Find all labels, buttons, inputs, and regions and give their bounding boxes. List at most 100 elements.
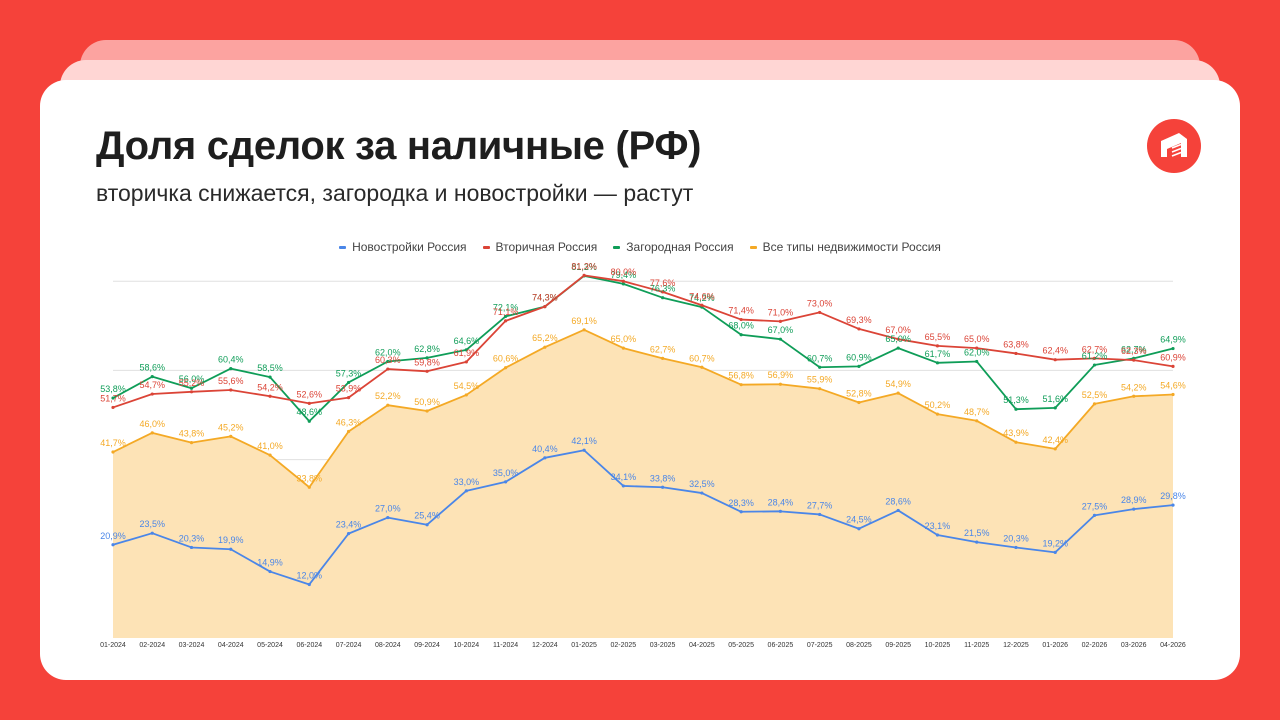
data-label: 53,8% — [100, 384, 126, 394]
data-point — [425, 523, 429, 527]
data-point — [1132, 394, 1136, 398]
data-point — [464, 489, 468, 493]
data-label: 56,8% — [728, 371, 754, 381]
data-label: 71,0% — [768, 307, 794, 317]
data-point — [1092, 356, 1097, 360]
data-label: 67,0% — [885, 325, 911, 335]
data-point — [1092, 363, 1097, 367]
data-label: 58,5% — [257, 363, 283, 373]
data-point — [543, 305, 547, 309]
data-point — [307, 582, 311, 587]
legend-item: Новостройки Россия — [339, 240, 467, 254]
data-point — [150, 531, 154, 535]
data-label: 65,0% — [964, 334, 990, 344]
data-point — [111, 405, 115, 410]
data-point — [975, 540, 979, 544]
data-point — [896, 346, 900, 350]
data-label: 42,1% — [571, 436, 597, 446]
data-point — [425, 356, 429, 360]
data-label: 50,2% — [925, 400, 951, 410]
data-label: 77,6% — [650, 278, 676, 288]
data-label: 55,6% — [218, 376, 244, 386]
data-label: 60,7% — [689, 353, 715, 363]
x-tick-label: 02-2026 — [1082, 642, 1108, 649]
data-label: 34,1% — [611, 472, 637, 482]
data-point — [661, 485, 665, 489]
data-point — [189, 545, 194, 550]
data-point — [778, 382, 783, 386]
data-point — [621, 346, 625, 350]
data-label: 40,4% — [532, 444, 558, 454]
data-point — [975, 359, 979, 364]
x-tick-label: 03-2024 — [179, 642, 205, 649]
data-label: 80,0% — [611, 267, 637, 277]
data-label: 56,0% — [179, 374, 205, 384]
data-point — [189, 390, 194, 394]
data-point — [503, 480, 508, 484]
data-label: 64,6% — [454, 336, 480, 346]
data-point — [150, 375, 154, 379]
data-label: 65,0% — [885, 334, 911, 344]
data-label: 62,8% — [414, 344, 440, 354]
data-label: 24,5% — [846, 515, 872, 525]
x-tick-label: 06-2024 — [296, 642, 322, 649]
data-label: 53,9% — [336, 384, 362, 394]
data-point — [700, 491, 704, 495]
data-label: 74,3% — [532, 293, 558, 303]
data-label: 71,1% — [493, 307, 519, 317]
data-point — [307, 401, 311, 406]
x-tick-label: 08-2024 — [375, 642, 401, 649]
data-point — [975, 346, 979, 350]
data-label: 43,8% — [179, 429, 205, 439]
data-label: 48,7% — [964, 407, 990, 417]
data-label: 65,0% — [611, 334, 637, 344]
data-point — [543, 456, 547, 460]
data-label: 57,3% — [336, 368, 362, 378]
data-point — [386, 403, 390, 407]
data-label: 52,2% — [375, 391, 401, 401]
legend-item: Все типы недвижимости Россия — [749, 240, 941, 254]
data-label: 29,8% — [1160, 491, 1186, 501]
data-point — [150, 431, 154, 435]
data-label: 33,0% — [454, 477, 480, 487]
x-tick-label: 07-2025 — [807, 642, 833, 649]
data-label: 81,3% — [571, 261, 597, 271]
data-label: 41,0% — [257, 441, 283, 451]
data-label: 62,7% — [1121, 344, 1147, 354]
data-point — [229, 547, 233, 551]
data-label: 45,2% — [218, 422, 244, 432]
data-label: 64,9% — [1160, 335, 1186, 345]
data-label: 65,5% — [925, 332, 951, 342]
data-point — [621, 279, 625, 283]
data-label: 27,0% — [375, 504, 401, 514]
data-label: 54,5% — [454, 381, 480, 391]
data-point — [935, 344, 940, 348]
data-label: 71,4% — [728, 306, 754, 316]
data-label: 63,8% — [1003, 339, 1029, 349]
data-label: 51,6% — [1042, 394, 1068, 404]
legend-item: Загородная Россия — [613, 240, 734, 254]
data-point — [346, 532, 351, 536]
data-label: 41,7% — [100, 438, 126, 448]
data-point — [1171, 346, 1175, 351]
x-tick-label: 03-2026 — [1121, 642, 1147, 649]
data-point — [582, 328, 586, 332]
data-point — [896, 508, 900, 513]
data-point — [739, 510, 743, 514]
data-label: 43,9% — [1003, 428, 1029, 438]
data-point — [661, 356, 665, 360]
data-label: 74,6% — [689, 291, 715, 301]
page-subtitle: вторичка снижается, загородка и новостро… — [96, 180, 694, 206]
series-line — [112, 274, 1174, 409]
data-label: 68,0% — [728, 321, 754, 331]
data-label: 23,1% — [925, 521, 951, 531]
data-point — [582, 273, 586, 278]
data-point — [425, 369, 429, 373]
x-tick-label: 05-2024 — [257, 642, 283, 649]
data-point — [818, 310, 822, 315]
data-point — [503, 314, 508, 319]
data-point — [778, 319, 783, 323]
data-label: 42,4% — [1042, 435, 1068, 445]
data-point — [268, 394, 272, 398]
data-point — [896, 337, 900, 341]
